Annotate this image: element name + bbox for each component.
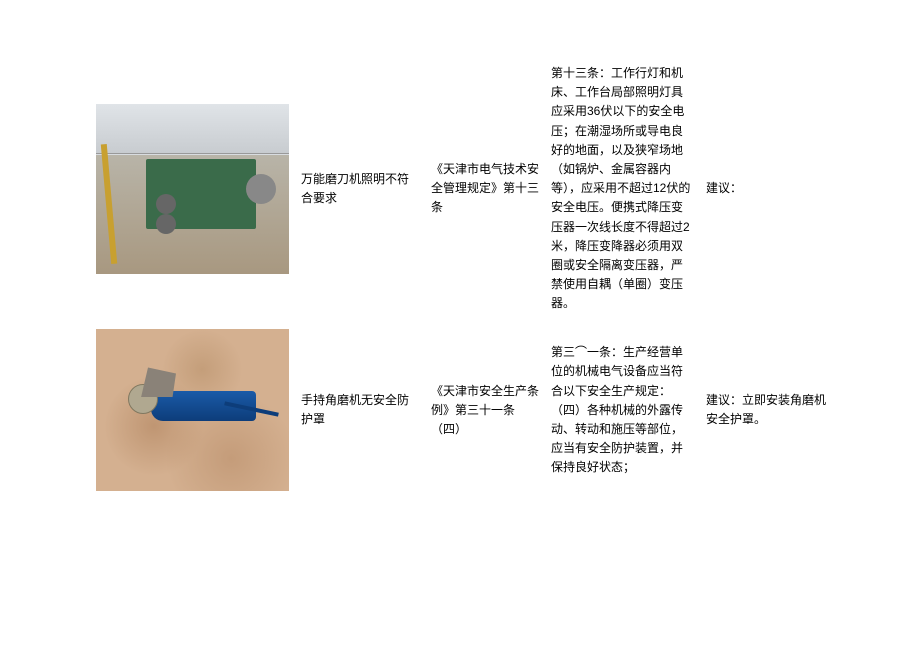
regulation-reference: 《天津市安全生产条例》第三十一条（四） xyxy=(425,378,545,444)
suggestion: 建议： xyxy=(700,175,840,202)
regulation-reference: 《天津市电气技术安全管理规定》第十三条 xyxy=(425,156,545,222)
regulation-detail: 第十三条：工作行灯和机床、工作台局部照明灯具应采用36伏以下的安全电压；在潮湿场… xyxy=(545,60,700,317)
issue-title: 万能磨刀机照明不符合要求 xyxy=(295,166,425,212)
issue-title: 手持角磨机无安全防护罩 xyxy=(295,387,425,433)
photo-cell xyxy=(90,325,295,495)
suggestion: 建议：立即安装角磨机安全护罩。 xyxy=(700,387,840,433)
inspection-table: 万能磨刀机照明不符合要求 《天津市电气技术安全管理规定》第十三条 第十三条：工作… xyxy=(90,60,880,503)
regulation-detail: 第三⌒一条：生产经营单位的机械电气设备应当符合以下安全生产规定：（四）各种机械的… xyxy=(545,339,700,481)
table-row: 万能磨刀机照明不符合要求 《天津市电气技术安全管理规定》第十三条 第十三条：工作… xyxy=(90,60,880,317)
photo-cell xyxy=(90,104,295,274)
table-row: 手持角磨机无安全防护罩 《天津市安全生产条例》第三十一条（四） 第三⌒一条：生产… xyxy=(90,325,880,495)
grinder-machine-photo xyxy=(96,104,289,274)
angle-grinder-photo xyxy=(96,329,289,491)
